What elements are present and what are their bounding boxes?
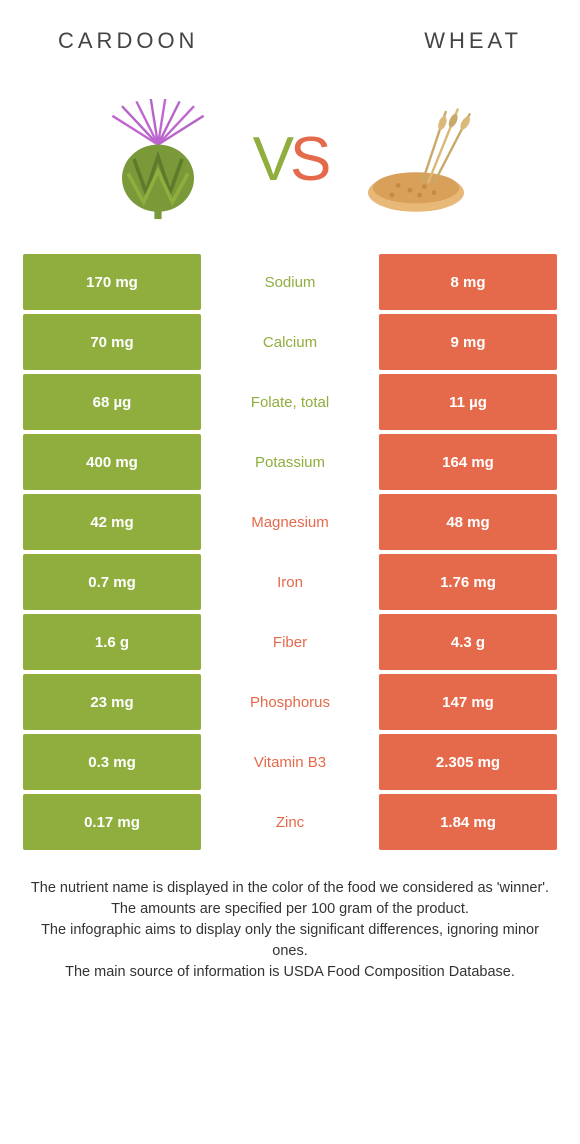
nutrient-label: Potassium <box>201 434 379 490</box>
header: CARDOON WHEAT <box>0 0 580 64</box>
value-right: 164 mg <box>379 434 557 490</box>
footer-line: The infographic aims to display only the… <box>23 920 557 962</box>
nutrient-label: Iron <box>201 554 379 610</box>
footer-line: The amounts are specified per 100 gram o… <box>23 899 557 920</box>
table-row: 68 µgFolate, total11 µg <box>23 374 557 430</box>
value-left: 23 mg <box>23 674 201 730</box>
table-row: 0.3 mgVitamin B32.305 mg <box>23 734 557 790</box>
value-right: 48 mg <box>379 494 557 550</box>
value-right: 2.305 mg <box>379 734 557 790</box>
value-left: 0.3 mg <box>23 734 201 790</box>
value-left: 0.17 mg <box>23 794 201 850</box>
wheat-illustration <box>357 94 487 224</box>
table-row: 42 mgMagnesium48 mg <box>23 494 557 550</box>
value-right: 9 mg <box>379 314 557 370</box>
header-right-title: WHEAT <box>424 28 522 54</box>
value-left: 400 mg <box>23 434 201 490</box>
table-row: 1.6 gFiber4.3 g <box>23 614 557 670</box>
nutrient-label: Sodium <box>201 254 379 310</box>
value-left: 70 mg <box>23 314 201 370</box>
nutrient-table: 170 mgSodium8 mg70 mgCalcium9 mg68 µgFol… <box>23 254 557 850</box>
value-right: 1.76 mg <box>379 554 557 610</box>
value-left: 170 mg <box>23 254 201 310</box>
nutrient-label: Magnesium <box>201 494 379 550</box>
nutrient-label: Phosphorus <box>201 674 379 730</box>
nutrient-label: Folate, total <box>201 374 379 430</box>
nutrient-label: Fiber <box>201 614 379 670</box>
value-right: 4.3 g <box>379 614 557 670</box>
vs-row: VS <box>0 94 580 224</box>
value-left: 42 mg <box>23 494 201 550</box>
nutrient-label: Calcium <box>201 314 379 370</box>
nutrient-label: Zinc <box>201 794 379 850</box>
table-row: 170 mgSodium8 mg <box>23 254 557 310</box>
value-right: 11 µg <box>379 374 557 430</box>
table-row: 0.17 mgZinc1.84 mg <box>23 794 557 850</box>
nutrient-label: Vitamin B3 <box>201 734 379 790</box>
cardoon-illustration <box>93 94 223 224</box>
vs-label: VS <box>253 124 328 195</box>
footer-notes: The nutrient name is displayed in the co… <box>23 878 557 983</box>
header-left-title: CARDOON <box>58 28 198 54</box>
value-right: 8 mg <box>379 254 557 310</box>
footer-line: The main source of information is USDA F… <box>23 962 557 983</box>
vs-s: S <box>290 125 327 194</box>
table-row: 400 mgPotassium164 mg <box>23 434 557 490</box>
value-left: 68 µg <box>23 374 201 430</box>
value-right: 1.84 mg <box>379 794 557 850</box>
footer-line: The nutrient name is displayed in the co… <box>23 878 557 899</box>
vs-v: V <box>253 125 290 194</box>
value-right: 147 mg <box>379 674 557 730</box>
value-left: 1.6 g <box>23 614 201 670</box>
table-row: 70 mgCalcium9 mg <box>23 314 557 370</box>
table-row: 23 mgPhosphorus147 mg <box>23 674 557 730</box>
value-left: 0.7 mg <box>23 554 201 610</box>
table-row: 0.7 mgIron1.76 mg <box>23 554 557 610</box>
